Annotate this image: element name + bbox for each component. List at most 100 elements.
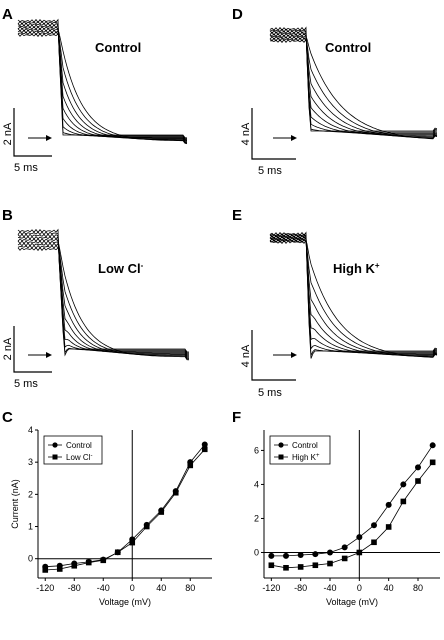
x-tick-label: 80	[413, 583, 423, 593]
data-point	[371, 539, 377, 546]
current-trace	[270, 38, 438, 140]
scale-x-label-e: 5 ms	[258, 387, 282, 399]
data-point	[341, 544, 348, 551]
data-point	[312, 551, 319, 558]
stimulus-arrow-e	[273, 352, 297, 358]
current-trace	[269, 231, 438, 359]
data-point	[327, 549, 333, 556]
current-trace	[17, 240, 190, 358]
data-point	[114, 549, 121, 556]
x-tick-label: 0	[357, 583, 362, 593]
current-trace	[17, 237, 190, 357]
data-point	[400, 498, 407, 505]
y-tick-label: 4	[28, 425, 33, 435]
scale-bar-d	[251, 108, 296, 160]
scale-y-label-b: 2 nA	[2, 337, 14, 360]
x-tick-label: 40	[384, 583, 394, 593]
x-tick-label: 0	[130, 583, 135, 593]
current-trace	[17, 25, 188, 142]
legend-marker	[52, 442, 58, 448]
data-point	[143, 523, 150, 530]
current-trace	[269, 32, 438, 137]
data-point	[172, 489, 179, 496]
panel-label-a: A	[2, 6, 13, 23]
data-point	[297, 564, 304, 570]
current-trace	[17, 235, 190, 356]
scale-y-label-e: 4 nA	[240, 344, 252, 367]
current-trace	[269, 234, 438, 355]
panel-label-c: C	[2, 409, 13, 426]
data-point	[283, 552, 289, 559]
data-point	[400, 481, 407, 488]
data-point	[371, 522, 377, 529]
y-axis-label: Current (nA)	[10, 479, 20, 529]
x-axis-label: Voltage (mV)	[99, 597, 151, 607]
data-point	[129, 539, 136, 546]
current-trace	[269, 238, 438, 358]
stimulus-arrow-d	[273, 135, 297, 141]
legend-entry: High K+	[292, 453, 320, 462]
current-trace	[17, 20, 188, 140]
data-point	[187, 462, 194, 469]
condition-label-a: Control	[95, 40, 141, 55]
current-trace	[17, 31, 188, 145]
current-trace	[17, 244, 190, 360]
current-trace	[269, 26, 438, 132]
condition-label-e: High K+	[333, 261, 380, 276]
x-tick-label: -40	[323, 583, 336, 593]
data-point	[283, 564, 289, 571]
y-tick-label: 6	[254, 445, 259, 455]
panel-b: B Low Cl- 2 nA 5 ms	[2, 207, 190, 390]
scale-bar-a	[13, 108, 52, 157]
data-point	[429, 442, 436, 449]
x-tick-label: -120	[262, 583, 280, 593]
current-traces-a	[17, 18, 188, 145]
panel-label-d: D	[232, 6, 243, 23]
x-tick-label: -40	[97, 583, 110, 593]
x-tick-label: 40	[156, 583, 166, 593]
scale-y-label-a: 2 nA	[2, 122, 14, 145]
stimulus-arrow-a	[28, 135, 52, 141]
y-tick-label: 1	[28, 522, 33, 532]
data-point	[85, 559, 92, 566]
y-tick-label: 4	[254, 479, 259, 489]
data-point	[415, 464, 421, 471]
current-trace	[269, 232, 438, 357]
condition-label-d: Control	[325, 40, 371, 55]
panel-label-f: F	[232, 409, 241, 426]
current-trace	[17, 231, 190, 354]
current-trace	[269, 235, 438, 356]
series-line	[45, 449, 206, 571]
current-traces-d	[269, 26, 438, 140]
data-point	[356, 549, 363, 556]
stimulus-arrow-b	[28, 352, 52, 358]
iv-plot-c: -120 -80 -40 0 40 80 0 1 2 3 4 Voltage (mV) Current …	[10, 425, 212, 607]
data-point	[201, 441, 208, 448]
scale-bar-b	[13, 326, 52, 373]
data-point	[201, 446, 208, 453]
scale-x-label-a: 5 ms	[14, 162, 38, 174]
data-point	[56, 566, 63, 572]
scale-x-label-d: 5 ms	[258, 165, 282, 177]
data-point	[415, 478, 421, 484]
panel-e: E High K+ 4 nA 5 ms	[232, 207, 438, 399]
data-point	[268, 562, 275, 569]
panel-d: D Control 4 nA 5 ms	[232, 6, 438, 177]
current-trace	[17, 18, 188, 139]
panel-label-e: E	[232, 207, 242, 224]
data-point	[71, 562, 78, 569]
data-point	[297, 552, 304, 559]
current-trace	[17, 233, 190, 355]
scale-y-label-d: 4 nA	[240, 122, 252, 145]
current-trace	[270, 239, 438, 358]
current-trace	[269, 233, 438, 354]
panel-c: C -120 -80 -40 0 40 80 0 1 2 3 4 Voltage (mV) Curren…	[2, 409, 212, 607]
legend-marker	[278, 454, 284, 460]
legend-entry: Low Cl-	[66, 453, 92, 462]
data-point	[356, 534, 363, 541]
data-point	[268, 552, 275, 559]
x-tick-label: 80	[185, 583, 195, 593]
x-tick-label: -80	[294, 583, 307, 593]
panel-a: A Control 2 nA 5 ms	[2, 6, 188, 174]
